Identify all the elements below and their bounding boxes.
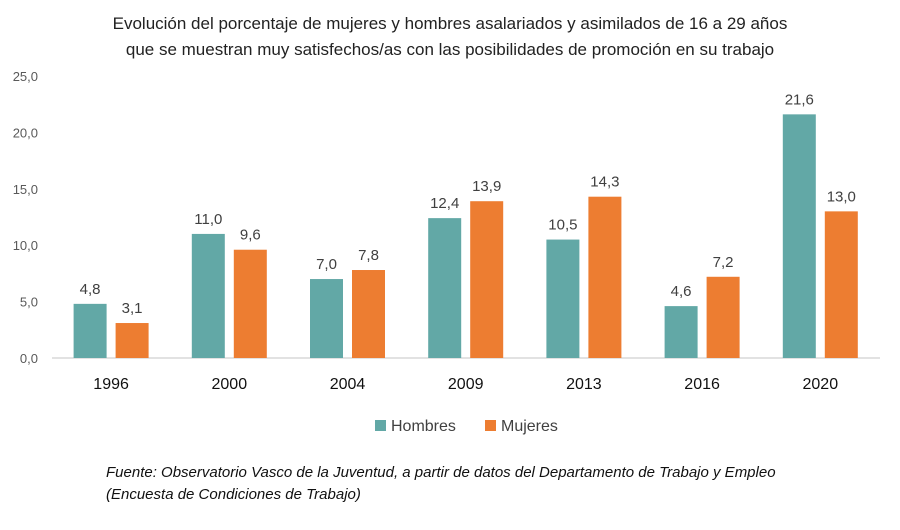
bar-mujeres-2020	[824, 211, 858, 358]
chart-title-line-1: Evolución del porcentaje de mujeres y ho…	[112, 14, 788, 33]
y-tick-label: 25,0	[13, 69, 38, 84]
bar-hombres-1996	[73, 303, 107, 358]
data-label: 11,0	[194, 211, 222, 228]
bar-hombres-2004	[310, 279, 343, 358]
x-tick-label: 2016	[684, 376, 720, 393]
bar-chart: 0,0 5,0 10,0 15,0 20,0 25,0 1996 4,8 3,1 2000 11,0…	[13, 69, 880, 435]
x-tick-label: 2020	[803, 376, 839, 393]
bar-mujeres-2013	[588, 196, 622, 358]
data-label: 4,6	[671, 283, 692, 300]
chart-title-line-2: que se muestran muy satisfechos/as con l…	[125, 40, 775, 59]
y-tick-label: 15,0	[13, 182, 38, 197]
data-label: 7,0	[316, 256, 337, 273]
x-tick-label: 1996	[93, 376, 129, 393]
bar-mujeres-1996	[115, 323, 149, 358]
bar-mujeres-2016	[706, 276, 740, 358]
y-tick-label: 20,0	[13, 125, 38, 140]
source-line-1: Fuente: Observatorio Vasco de la Juventu…	[106, 464, 776, 481]
legend-label-hombres: Hombres	[391, 418, 456, 435]
y-tick-label: 0,0	[20, 351, 38, 366]
data-label: 3,1	[122, 300, 143, 317]
data-label: 7,8	[358, 247, 379, 264]
bar-hombres-2000	[191, 233, 225, 358]
bar-mujeres-2000	[233, 249, 267, 358]
x-tick-label: 2004	[330, 376, 366, 393]
data-label: 10,5	[548, 217, 577, 234]
data-label: 21,6	[785, 91, 814, 108]
legend-swatch-mujeres	[485, 420, 496, 431]
y-tick-label: 5,0	[20, 295, 38, 310]
bar-hombres-2020	[782, 114, 816, 359]
data-label: 13,9	[472, 178, 501, 195]
x-tick-label: 2009	[448, 376, 484, 393]
bar-hombres-2013	[546, 239, 580, 358]
legend-label-mujeres: Mujeres	[501, 418, 558, 435]
data-label: 12,4	[430, 195, 459, 212]
data-label: 9,6	[240, 227, 261, 244]
y-tick-label: 10,0	[13, 238, 38, 253]
bar-mujeres-2009	[470, 201, 504, 358]
bar-hombres-2009	[428, 218, 462, 358]
source-line-2: (Encuesta de Condiciones de Trabajo)	[106, 486, 361, 503]
x-tick-label: 2013	[566, 376, 602, 393]
bar-mujeres-2004	[352, 270, 385, 358]
data-label: 14,3	[590, 174, 619, 191]
data-label: 7,2	[713, 254, 734, 271]
bar-hombres-2016	[664, 306, 698, 358]
data-label: 4,8	[80, 281, 101, 298]
legend-swatch-hombres	[375, 420, 386, 431]
x-tick-label: 2000	[212, 376, 248, 393]
data-label: 13,0	[827, 188, 856, 205]
